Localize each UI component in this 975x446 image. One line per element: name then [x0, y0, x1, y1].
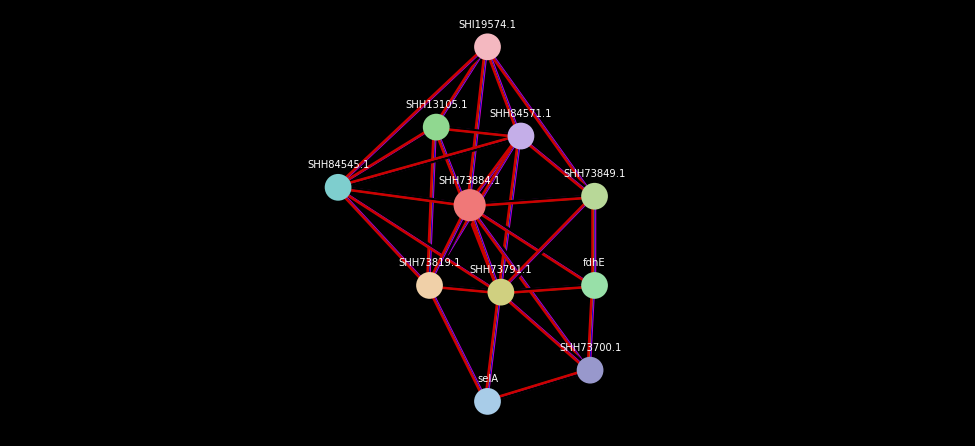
Text: SHH73819.1: SHH73819.1 [398, 259, 461, 268]
Circle shape [474, 33, 501, 60]
Circle shape [581, 272, 608, 299]
Text: SHH73700.1: SHH73700.1 [559, 343, 621, 353]
Circle shape [508, 123, 534, 149]
Text: SHH84545.1: SHH84545.1 [307, 161, 370, 170]
Circle shape [325, 174, 351, 201]
Circle shape [576, 357, 604, 384]
Text: SHH73849.1: SHH73849.1 [564, 169, 626, 179]
Text: selA: selA [477, 375, 498, 384]
Circle shape [453, 189, 486, 221]
Text: SHH73884.1: SHH73884.1 [439, 176, 501, 186]
Text: SHH84571.1: SHH84571.1 [489, 109, 552, 119]
Text: SHH73791.1: SHH73791.1 [470, 265, 532, 275]
Circle shape [423, 114, 449, 140]
Text: fdhE: fdhE [583, 259, 605, 268]
Text: SHH13105.1: SHH13105.1 [405, 100, 467, 110]
Circle shape [581, 183, 608, 210]
Circle shape [488, 279, 514, 306]
Circle shape [416, 272, 443, 299]
Text: SHI19574.1: SHI19574.1 [458, 20, 517, 30]
Circle shape [474, 388, 501, 415]
